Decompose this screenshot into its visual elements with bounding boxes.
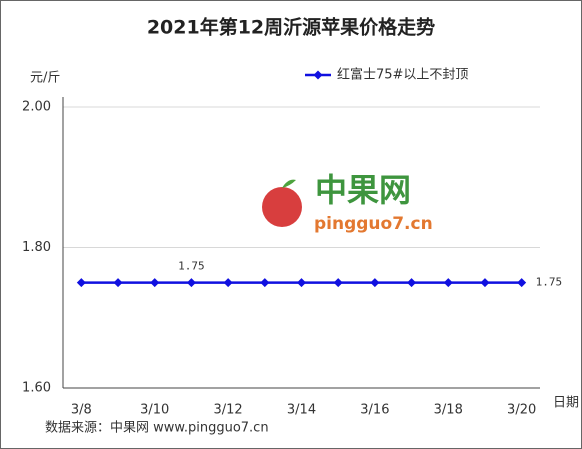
x-tick-label: 3/8 (71, 403, 92, 418)
point (480, 278, 490, 288)
logo-leaf (282, 179, 296, 188)
point (517, 278, 527, 288)
x-tick-label: 3/18 (434, 403, 463, 418)
x-tick-label: 3/10 (140, 403, 169, 418)
point (223, 278, 233, 288)
point (297, 278, 306, 288)
watermark-url: pingguo7.cn (314, 214, 433, 234)
watermark: 中果网 pingguo7.cn (262, 171, 433, 234)
x-axis-label: 日期 (553, 396, 579, 411)
x-tick-label: 3/14 (287, 403, 316, 418)
legend-label: 红富士75#以上不封顶 (337, 67, 468, 83)
point (76, 278, 86, 288)
point (186, 278, 196, 288)
y-axis-label: 元/斤 (30, 71, 60, 86)
point (333, 278, 343, 288)
point (150, 278, 160, 288)
point (443, 278, 453, 288)
source: 数据来源：中果网 www.pingguo7.cn (45, 421, 269, 436)
y-tick-label: 1.80 (22, 240, 51, 255)
data-label: 1.75 (536, 276, 563, 289)
legend-marker (313, 70, 323, 80)
y-tick-label: 1.60 (22, 381, 51, 396)
chart-title: 2021年第12周沂源苹果价格走势 (147, 16, 435, 39)
point (113, 278, 123, 288)
watermark-name: 中果网 (315, 171, 411, 209)
point (370, 278, 380, 288)
x-tick-label: 3/12 (214, 403, 243, 418)
x-tick-label: 3/20 (507, 403, 536, 418)
point (407, 278, 417, 288)
data-label: 1.75 (178, 260, 205, 273)
logo-apple (262, 187, 302, 227)
y-tick-label: 2.00 (22, 100, 51, 115)
x-tick-label: 3/16 (360, 403, 389, 418)
point (260, 278, 270, 288)
